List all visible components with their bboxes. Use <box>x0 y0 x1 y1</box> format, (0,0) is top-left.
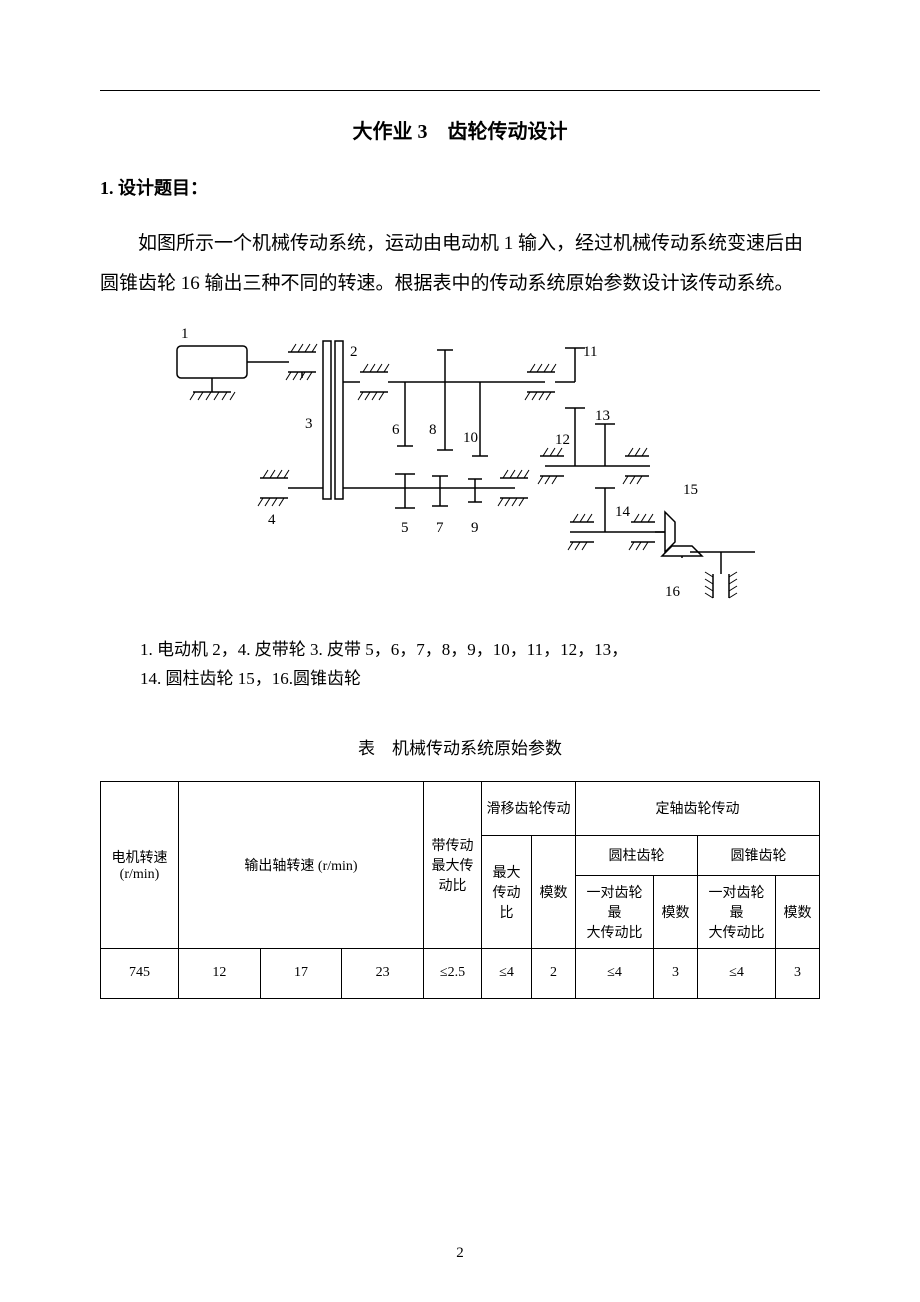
td-out1: 12 <box>179 948 261 998</box>
td-sliding-max-ratio: ≤4 <box>482 948 532 998</box>
page-title: 大作业 3 齿轮传动设计 <box>100 115 820 144</box>
section-heading: 1. 设计题目： <box>100 174 820 200</box>
td-out2: 17 <box>260 948 342 998</box>
th-motor-speed: 电机转速 (r/min) <box>101 781 179 948</box>
td-cone-pair-ratio: ≤4 <box>698 948 776 998</box>
legend-line-1: 1. 电动机 2，4. 皮带轮 3. 皮带 5，6，7，8，9，10，11，12… <box>140 640 628 659</box>
legend-line-2: 14. 圆柱齿轮 15，16.圆锥齿轮 <box>140 669 361 688</box>
diagram-label-14: 14 <box>615 504 631 520</box>
td-sliding-module: 2 <box>532 948 576 998</box>
diagram-label-1: 1 <box>181 326 189 342</box>
diagram-label-9: 9 <box>471 520 479 536</box>
td-cyl-pair-ratio: ≤4 <box>576 948 654 998</box>
diagram-label-16: 16 <box>665 584 681 600</box>
diagram-label-15: 15 <box>683 482 698 498</box>
diagram-label-3: 3 <box>305 416 313 432</box>
diagram-legend: 1. 电动机 2，4. 皮带轮 3. 皮带 5，6，7，8，9，10，11，12… <box>140 636 780 694</box>
th-cone-module: 模数 <box>776 875 820 948</box>
diagram-label-7: 7 <box>436 520 444 536</box>
td-out3: 23 <box>342 948 424 998</box>
th-belt-ratio: 带传动 最大传 动比 <box>424 781 482 948</box>
diagram-label-12: 12 <box>555 432 570 448</box>
th-output-speed: 输出轴转速 (r/min) <box>179 781 424 948</box>
diagram-label-5: 5 <box>401 520 409 536</box>
td-motor-speed: 745 <box>101 948 179 998</box>
table-caption: 表 机械传动系统原始参数 <box>100 734 820 759</box>
td-belt-ratio: ≤2.5 <box>424 948 482 998</box>
diagram-label-13: 13 <box>595 408 610 424</box>
page-number: 2 <box>0 1245 920 1262</box>
th-cone-pair-ratio: 一对齿轮最 大传动比 <box>698 875 776 948</box>
diagram-label-10: 10 <box>463 430 478 446</box>
td-cone-module: 3 <box>776 948 820 998</box>
diagram-label-4: 4 <box>268 512 276 528</box>
th-cylinder-gear: 圆柱齿轮 <box>576 835 698 875</box>
th-cyl-pair-ratio: 一对齿轮最 大传动比 <box>576 875 654 948</box>
td-cyl-module: 3 <box>654 948 698 998</box>
diagram-label-2: 2 <box>350 344 358 360</box>
th-sliding-max-ratio: 最大 传动比 <box>482 835 532 948</box>
parameters-table: 电机转速 (r/min) 输出轴转速 (r/min) 带传动 最大传 动比 滑移… <box>100 781 820 999</box>
top-rule <box>100 90 820 91</box>
th-cyl-module: 模数 <box>654 875 698 948</box>
diagram-label-8: 8 <box>429 422 437 438</box>
transmission-diagram: 1 2 3 4 <box>165 316 755 616</box>
th-sliding-module: 模数 <box>532 835 576 948</box>
th-fixed-axis: 定轴齿轮传动 <box>576 781 820 835</box>
diagram-label-11: 11 <box>583 344 597 360</box>
th-sliding-gear: 滑移齿轮传动 <box>482 781 576 835</box>
body-paragraph: 如图所示一个机械传动系统，运动由电动机 1 输入，经过机械传动系统变速后由圆锥齿… <box>100 224 820 304</box>
diagram-label-6: 6 <box>392 422 400 438</box>
th-cone-gear: 圆锥齿轮 <box>698 835 820 875</box>
